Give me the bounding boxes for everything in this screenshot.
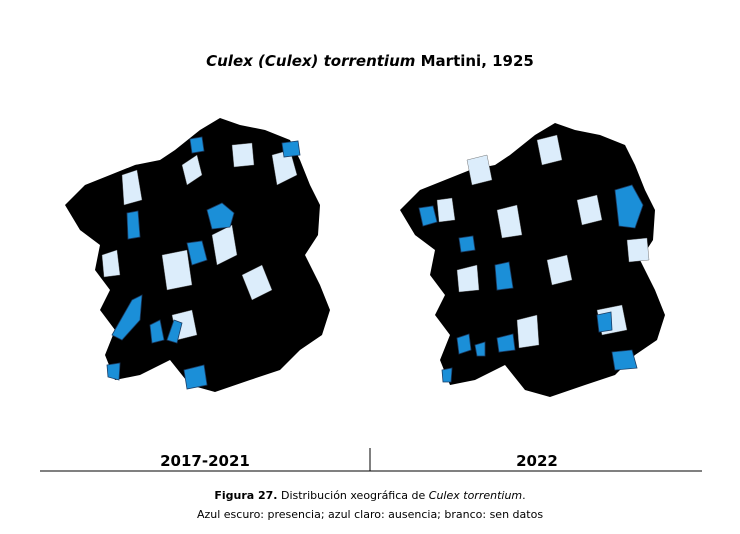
caption-line: Figura 27. Distribución xeográfica de Cu… xyxy=(0,489,740,502)
caption-legend: Azul escuro: presencia; azul claro: ause… xyxy=(196,508,544,521)
figure-title: Culex (Culex) torrentium Martini, 1925 xyxy=(0,52,740,70)
caption-end: . xyxy=(522,489,526,502)
caption-species: Culex torrentium xyxy=(428,489,523,502)
map-2022 xyxy=(400,123,665,397)
caption-figure: Figura 27. xyxy=(214,489,278,502)
panel-label: 2022 xyxy=(516,452,558,470)
caption-text: Distribución xeográfica de xyxy=(280,489,426,502)
title-species: Culex (Culex) torrentium xyxy=(206,52,416,70)
map-2017-2021 xyxy=(65,118,330,392)
panel-label: 2017-2021 xyxy=(160,452,250,470)
title-author: Martini, 1925 xyxy=(420,52,534,70)
